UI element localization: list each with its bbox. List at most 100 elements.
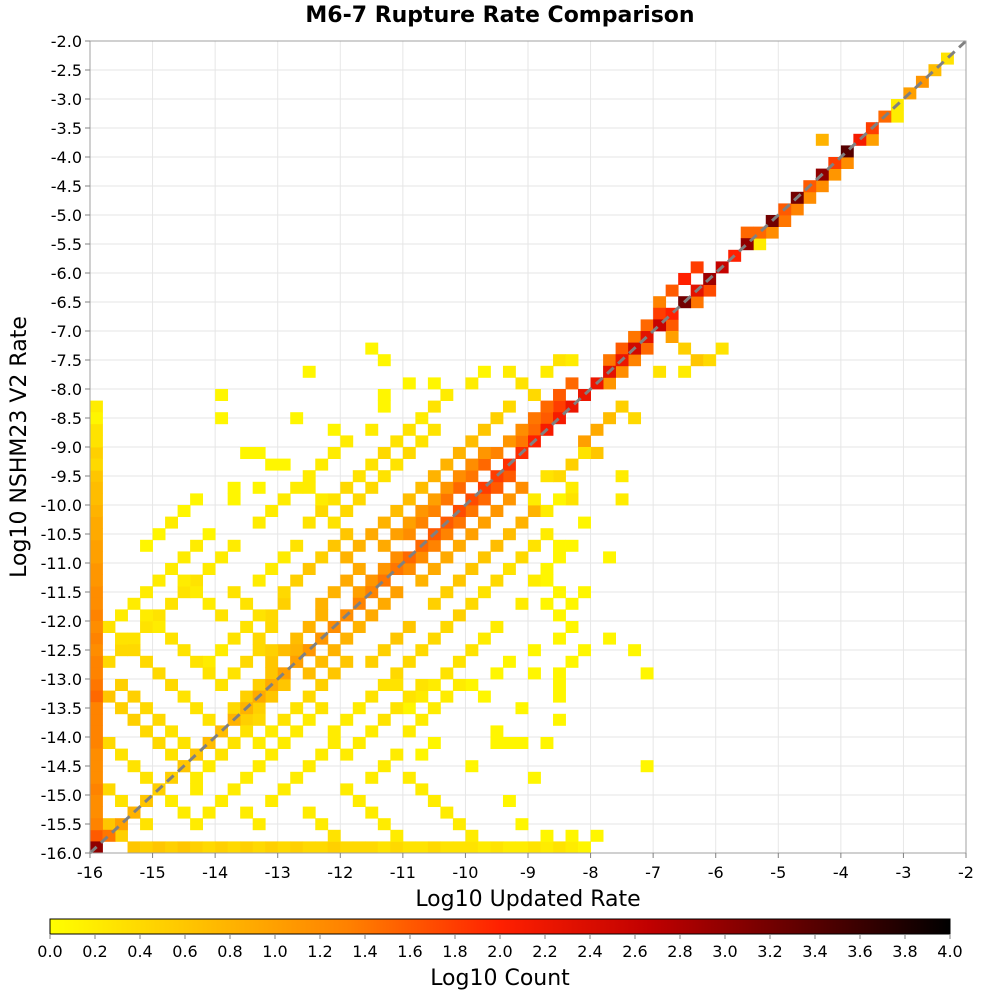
heatmap-cell [90, 400, 103, 413]
heatmap-cell [377, 679, 391, 691]
heatmap-cell [440, 586, 454, 599]
heatmap-cell [390, 586, 404, 599]
heatmap-cell [465, 458, 479, 471]
heatmap-cell [365, 458, 379, 471]
heatmap-cell [502, 737, 516, 749]
heatmap-cell [553, 354, 566, 367]
heatmap-cell [190, 702, 204, 715]
x-tick-label: -4 [833, 863, 849, 882]
heatmap-cell [477, 365, 491, 378]
heatmap-cell [327, 539, 341, 552]
heatmap-cell [365, 481, 379, 494]
heatmap-cell [90, 690, 103, 703]
heatmap-cell [90, 609, 103, 622]
heatmap-cell [352, 737, 366, 749]
heatmap-cell [315, 493, 329, 506]
heatmap-cell [290, 574, 304, 587]
heatmap-cell [90, 563, 103, 575]
heatmap-cell [452, 679, 466, 691]
heatmap-cell [340, 713, 354, 726]
heatmap-cell [152, 737, 166, 749]
heatmap-cell [415, 574, 429, 587]
heatmap-cell [202, 760, 216, 773]
heatmap-cell [427, 423, 441, 436]
heatmap-cell [415, 841, 429, 854]
heatmap-cell [515, 551, 529, 564]
heatmap-cell [302, 806, 316, 819]
heatmap-cell [277, 737, 291, 749]
heatmap-cell [540, 412, 554, 425]
heatmap-cell [528, 539, 541, 552]
heatmap-cell [703, 354, 717, 367]
heatmap-cell [227, 783, 241, 796]
heatmap-cell [90, 551, 103, 564]
y-tick-label: -14.5 [41, 757, 82, 776]
heatmap-cell [227, 493, 241, 506]
heatmap-cell [565, 354, 579, 367]
colorbar-tick-label: 0.4 [127, 942, 152, 961]
heatmap-cell [390, 748, 404, 761]
heatmap-cell [277, 679, 291, 691]
x-tick-label: -15 [140, 863, 166, 882]
heatmap-cell [440, 389, 454, 401]
heatmap-cell [390, 702, 404, 715]
heatmap-cell [528, 389, 541, 401]
heatmap-cell [202, 528, 216, 541]
heatmap-cell [578, 841, 591, 854]
heatmap-cell [653, 365, 667, 378]
heatmap-cell [302, 516, 316, 529]
heatmap-cell [440, 528, 454, 541]
heatmap-cell [402, 621, 416, 633]
x-tick-label: -7 [645, 863, 661, 882]
x-tick-label: -9 [520, 863, 536, 882]
heatmap-cell [427, 679, 441, 691]
heatmap-cell [240, 713, 254, 726]
heatmap-cell [352, 702, 366, 715]
heatmap-cell [90, 470, 103, 483]
heatmap-cell [502, 400, 516, 413]
heatmap-cell [590, 447, 604, 459]
x-tick-label: -3 [895, 863, 911, 882]
heatmap-cell [315, 609, 329, 622]
heatmap-cell [240, 447, 254, 459]
heatmap-cell [140, 841, 153, 854]
heatmap-cell [190, 539, 204, 552]
heatmap-cell [90, 725, 103, 738]
heatmap-cell [628, 412, 642, 425]
heatmap-cell [277, 783, 291, 796]
heatmap-cell [565, 493, 579, 506]
heatmap-cell [377, 841, 391, 854]
heatmap-cell [427, 400, 441, 413]
heatmap-cell [90, 574, 103, 587]
heatmap-cell [102, 737, 116, 749]
heatmap-cell [340, 655, 354, 668]
heatmap-cell [115, 702, 128, 715]
heatmap-cell [528, 493, 541, 506]
heatmap-cell [778, 215, 792, 227]
colorbar-tick-label: 3.2 [757, 942, 782, 961]
heatmap-cell [377, 818, 391, 831]
heatmap-cell [90, 586, 103, 599]
heatmap-cell [490, 621, 504, 633]
heatmap-cell [127, 597, 141, 610]
heatmap-cell [565, 829, 579, 842]
heatmap-cell [815, 133, 829, 146]
heatmap-cell [415, 748, 429, 761]
heatmap-cell [540, 470, 554, 483]
y-tick-label: -6.5 [51, 293, 82, 312]
heatmap-cell [315, 702, 329, 715]
heatmap-cell [465, 528, 479, 541]
heatmap-cell [415, 516, 429, 529]
heatmap-cell [502, 841, 516, 854]
heatmap-cell [227, 667, 241, 680]
heatmap-cell [315, 597, 329, 610]
heatmap-cell [628, 354, 642, 367]
x-tick-label: -2 [958, 863, 974, 882]
colorbar-tick-label: 2.0 [487, 942, 512, 961]
y-tick-label: -2.0 [51, 32, 82, 51]
heatmap-cell [440, 806, 454, 819]
heatmap-cell [252, 841, 266, 854]
heatmap-cell [578, 447, 591, 459]
chart-title: M6-7 Rupture Rate Comparison [305, 3, 694, 28]
heatmap-cell [290, 702, 304, 715]
